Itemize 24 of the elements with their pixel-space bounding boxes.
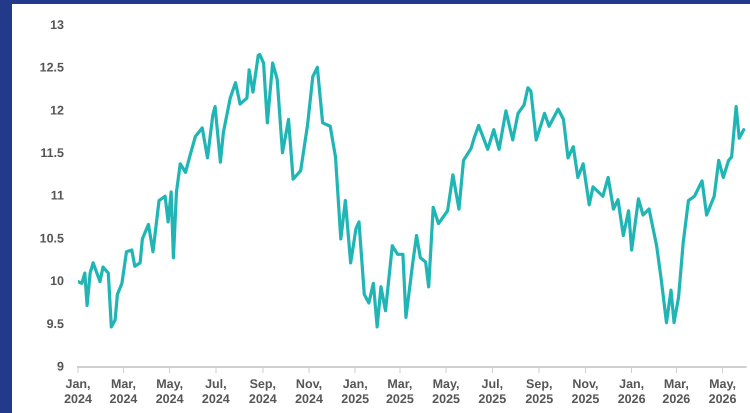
y-tick-label: 12.5 [40,60,64,75]
y-tick-label: 9.5 [46,316,64,331]
x-tick-label: Mar, 2024 [110,376,138,406]
x-tick-label: May, 2025 [432,376,460,406]
x-tick-label: Sep, 2024 [248,376,277,406]
x-tick-label: Jul, 2024 [202,376,230,406]
x-tick-label: Mar, 2025 [386,376,414,406]
x-tick-label: Jan, 2026 [618,376,646,406]
y-tick-label: 9 [57,359,64,374]
x-tick-label: Mar, 2026 [662,376,690,406]
x-tick-label: Jan, 2024 [64,376,92,406]
x-tick-label: Nov, 2025 [572,376,600,406]
x-tick-label: Sep, 2025 [525,376,554,406]
y-tick-label: 11 [50,188,64,203]
x-tick-label: May, 2026 [708,376,736,406]
y-tick-label: 12 [50,103,64,118]
x-tick-label: Jan, 2025 [341,376,370,406]
y-tick-label: 10 [50,274,64,288]
x-tick-label: Jul, 2025 [478,376,506,406]
y-tick-label: 11.5 [40,146,64,160]
x-tick-label: Nov, 2024 [295,376,323,406]
y-tick-label: 10.5 [40,231,64,246]
y-tick-label: 13 [50,18,64,32]
x-tick-label: May, 2024 [156,376,184,406]
